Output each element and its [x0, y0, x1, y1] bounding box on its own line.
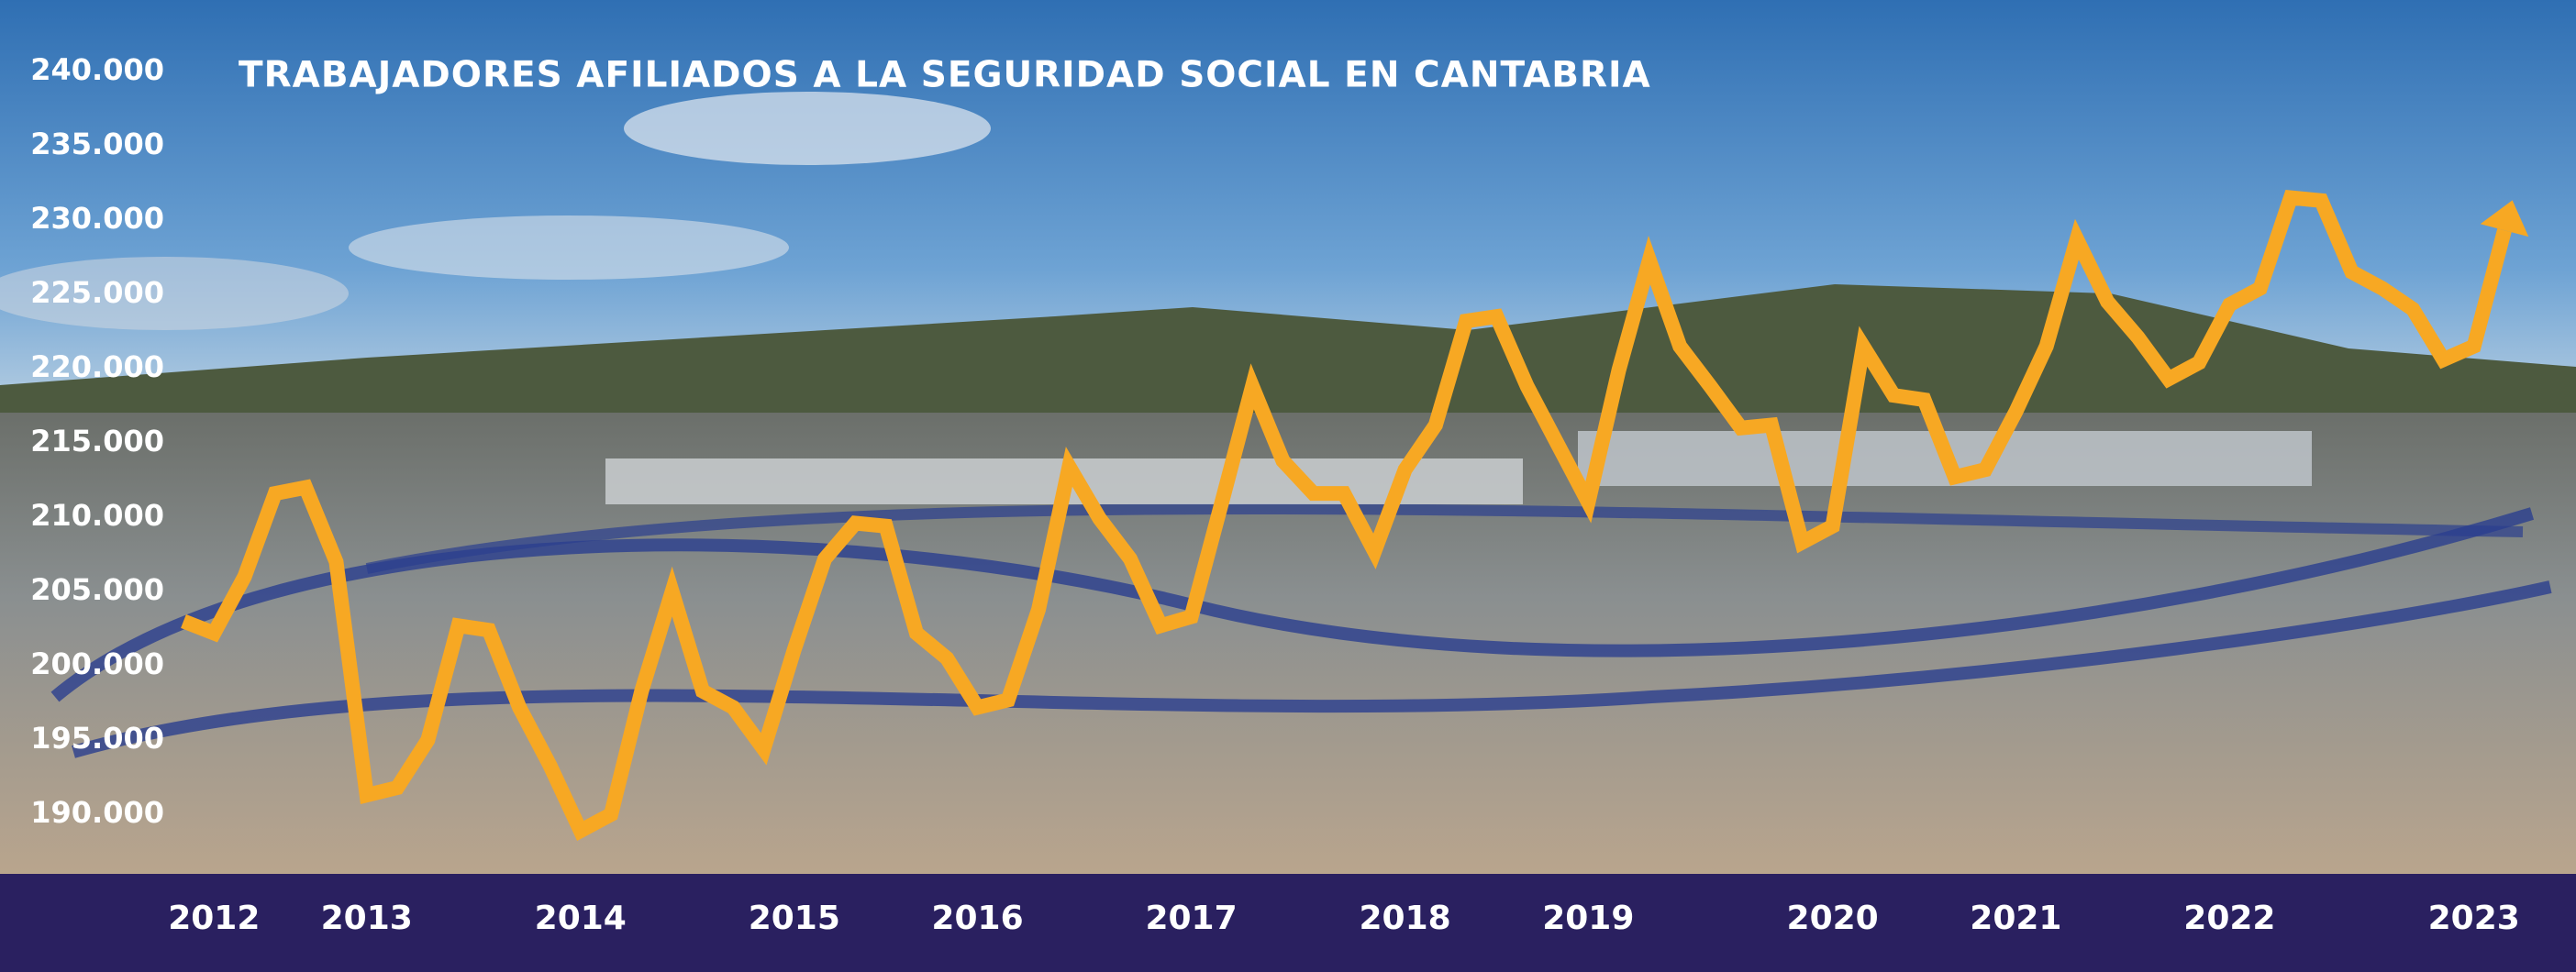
- y-tick-label: 235.000: [30, 127, 164, 161]
- x-tick-label: 2021: [1970, 900, 2061, 937]
- y-tick-label: 215.000: [30, 424, 164, 458]
- y-tick-label: 205.000: [30, 572, 164, 607]
- x-tick-label: 2013: [321, 900, 413, 937]
- y-tick-label: 210.000: [30, 498, 164, 533]
- y-tick-label: 240.000: [30, 52, 164, 87]
- y-tick-label: 220.000: [30, 349, 164, 384]
- line: [181, 189, 2512, 842]
- x-tick-label: 2023: [2428, 900, 2520, 937]
- x-tick-label: 2012: [168, 900, 260, 937]
- y-tick-label: 230.000: [30, 201, 164, 236]
- x-tick-label: 2015: [749, 900, 840, 937]
- y-tick-label: 225.000: [30, 275, 164, 310]
- x-tick-label: 2020: [1787, 900, 1879, 937]
- arrow-head: [2480, 200, 2529, 237]
- chart-title: TRABAJADORES AFILIADOS A LA SEGURIDAD SO…: [239, 55, 1651, 96]
- x-tick-label: 2017: [1145, 900, 1237, 937]
- x-tick-label: 2022: [2183, 900, 2275, 937]
- x-tick-label: 2016: [931, 900, 1023, 937]
- y-tick-label: 200.000: [30, 646, 164, 681]
- y-tick-label: 195.000: [30, 721, 164, 756]
- x-tick-label: 2018: [1359, 900, 1450, 937]
- x-tick-label: 2014: [535, 900, 627, 937]
- x-tick-label: 2019: [1542, 900, 1634, 937]
- y-tick-label: 190.000: [30, 795, 164, 830]
